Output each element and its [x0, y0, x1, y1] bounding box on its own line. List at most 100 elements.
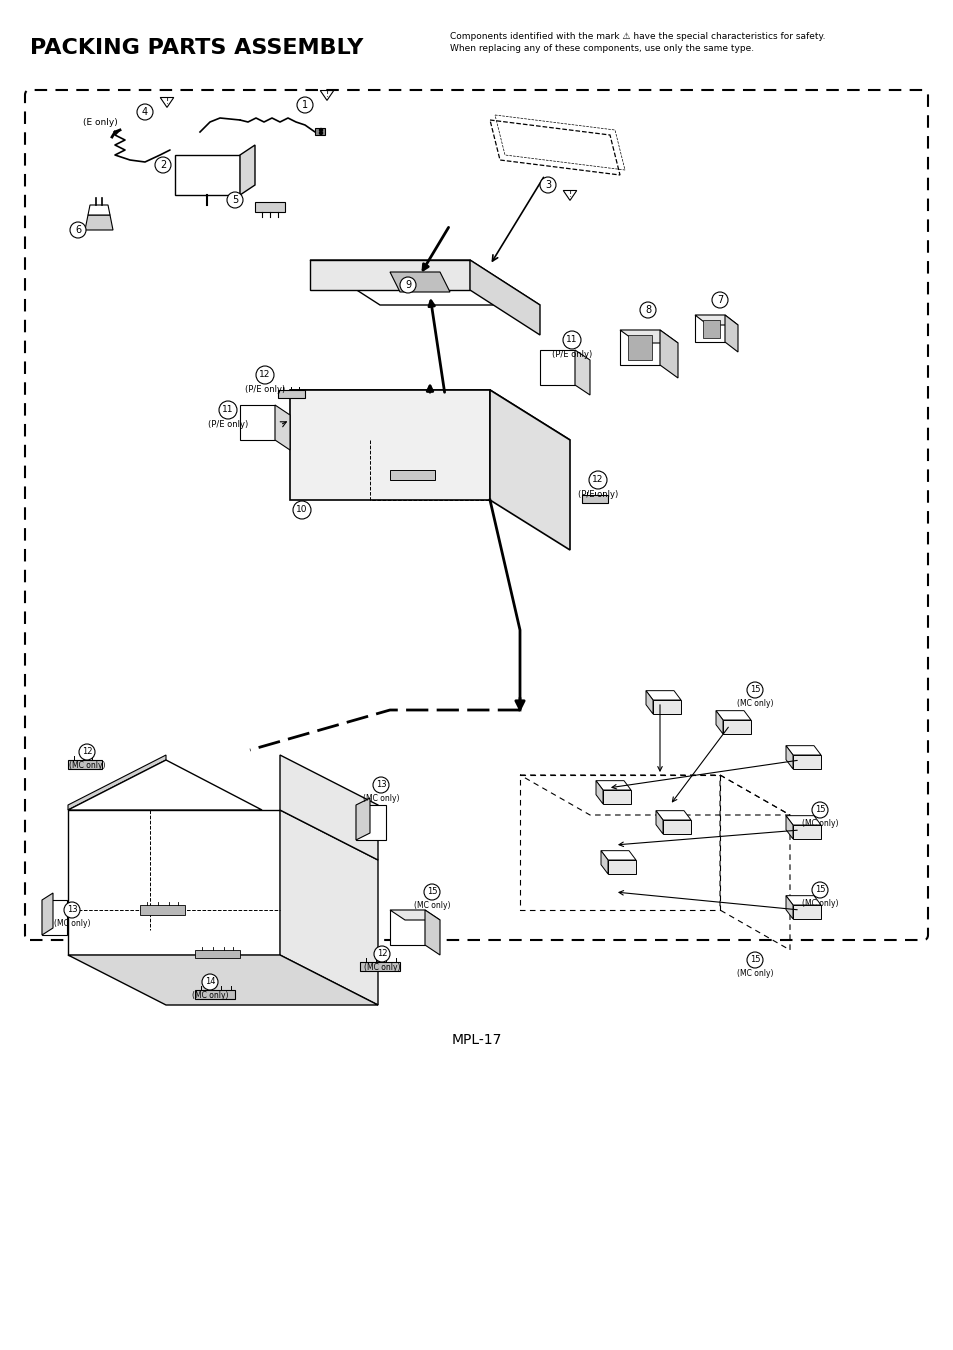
- Circle shape: [811, 882, 827, 898]
- Polygon shape: [194, 950, 240, 958]
- Text: (P/E only): (P/E only): [578, 490, 618, 500]
- Polygon shape: [274, 405, 290, 450]
- Polygon shape: [607, 860, 636, 873]
- Polygon shape: [539, 350, 575, 385]
- Circle shape: [202, 973, 218, 990]
- Text: !: !: [568, 190, 571, 198]
- Text: 5: 5: [232, 194, 238, 205]
- Text: 15: 15: [814, 806, 824, 814]
- Polygon shape: [596, 780, 630, 790]
- Polygon shape: [42, 892, 53, 936]
- Polygon shape: [785, 895, 792, 919]
- Polygon shape: [390, 910, 439, 919]
- Polygon shape: [656, 810, 662, 834]
- Polygon shape: [627, 335, 651, 360]
- Circle shape: [64, 902, 80, 918]
- Text: 11: 11: [566, 336, 578, 344]
- Polygon shape: [290, 390, 569, 440]
- Text: (MC only): (MC only): [801, 819, 838, 828]
- Polygon shape: [254, 202, 285, 212]
- Polygon shape: [280, 810, 377, 1004]
- Circle shape: [373, 778, 389, 792]
- Circle shape: [227, 192, 243, 208]
- Circle shape: [255, 366, 274, 383]
- Polygon shape: [490, 120, 619, 176]
- Text: 3: 3: [544, 180, 551, 190]
- Circle shape: [137, 104, 152, 120]
- Polygon shape: [645, 691, 680, 701]
- Text: 12: 12: [376, 949, 387, 958]
- Text: 6: 6: [75, 225, 81, 235]
- Text: (MC only): (MC only): [69, 761, 105, 770]
- Text: MPL-17: MPL-17: [452, 1033, 501, 1048]
- Polygon shape: [68, 954, 377, 1004]
- Polygon shape: [785, 815, 821, 825]
- Polygon shape: [652, 701, 680, 714]
- Circle shape: [746, 952, 762, 968]
- Circle shape: [746, 682, 762, 698]
- Polygon shape: [792, 825, 821, 838]
- Polygon shape: [240, 144, 254, 194]
- Polygon shape: [600, 850, 636, 860]
- Polygon shape: [68, 755, 166, 810]
- Text: 11: 11: [222, 405, 233, 414]
- Polygon shape: [314, 128, 325, 135]
- Polygon shape: [310, 261, 539, 305]
- Polygon shape: [390, 271, 450, 292]
- Text: !: !: [325, 90, 328, 99]
- Polygon shape: [174, 155, 240, 194]
- Polygon shape: [785, 815, 792, 838]
- Text: (E only): (E only): [83, 117, 117, 127]
- Circle shape: [639, 302, 656, 319]
- Polygon shape: [619, 329, 678, 343]
- Polygon shape: [490, 390, 569, 549]
- Text: 10: 10: [296, 505, 308, 514]
- Circle shape: [296, 97, 313, 113]
- Circle shape: [399, 277, 416, 293]
- FancyBboxPatch shape: [25, 90, 927, 940]
- Polygon shape: [792, 904, 821, 919]
- Text: (MC only): (MC only): [363, 963, 400, 972]
- Polygon shape: [785, 895, 821, 905]
- Text: 2: 2: [160, 161, 166, 170]
- Circle shape: [711, 292, 727, 308]
- Polygon shape: [575, 350, 589, 396]
- Polygon shape: [42, 900, 67, 936]
- Text: 13: 13: [67, 906, 77, 914]
- Polygon shape: [724, 315, 738, 352]
- Polygon shape: [359, 963, 399, 971]
- Polygon shape: [240, 405, 274, 440]
- Polygon shape: [470, 261, 539, 335]
- Polygon shape: [656, 810, 690, 819]
- Text: (MC only): (MC only): [53, 919, 91, 927]
- Polygon shape: [390, 910, 424, 945]
- Text: 8: 8: [644, 305, 650, 315]
- Text: 15: 15: [749, 956, 760, 964]
- Text: 13: 13: [375, 780, 386, 790]
- Text: (MC only): (MC only): [801, 899, 838, 909]
- Text: 7: 7: [716, 296, 722, 305]
- Polygon shape: [695, 315, 724, 342]
- Polygon shape: [88, 205, 110, 215]
- Text: PACKING PARTS ASSEMBLY: PACKING PARTS ASSEMBLY: [30, 38, 363, 58]
- Polygon shape: [85, 215, 112, 230]
- Polygon shape: [596, 780, 602, 805]
- Circle shape: [154, 157, 171, 173]
- Circle shape: [374, 946, 390, 963]
- Text: When replacing any of these components, use only the same type.: When replacing any of these components, …: [450, 45, 753, 53]
- Text: 12: 12: [259, 370, 271, 379]
- Polygon shape: [662, 819, 690, 834]
- Text: (MC only): (MC only): [736, 699, 773, 707]
- Polygon shape: [602, 790, 630, 805]
- Text: (P/E only): (P/E only): [245, 385, 285, 394]
- Circle shape: [539, 177, 556, 193]
- Circle shape: [319, 131, 322, 135]
- Polygon shape: [390, 470, 435, 481]
- Polygon shape: [722, 720, 750, 734]
- Text: 4: 4: [142, 107, 148, 117]
- Text: (MC only): (MC only): [414, 900, 450, 910]
- Polygon shape: [600, 850, 607, 873]
- Polygon shape: [695, 315, 738, 325]
- Polygon shape: [280, 755, 377, 860]
- Text: (MC only): (MC only): [362, 794, 399, 803]
